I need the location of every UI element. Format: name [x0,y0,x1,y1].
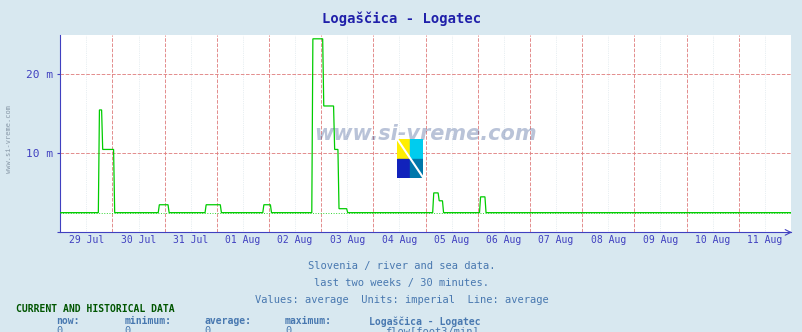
Bar [397,139,410,158]
Bar [397,158,410,178]
Text: Values: average  Units: imperial  Line: average: Values: average Units: imperial Line: av… [254,295,548,305]
Text: CURRENT AND HISTORICAL DATA: CURRENT AND HISTORICAL DATA [16,304,175,314]
Text: flow[foot3/min]: flow[foot3/min] [385,326,479,332]
Text: average:: average: [205,316,252,326]
Text: Slovenia / river and sea data.: Slovenia / river and sea data. [307,261,495,271]
Text: 0: 0 [124,326,131,332]
Text: www.si-vreme.com: www.si-vreme.com [314,124,537,144]
Text: Logaščica - Logatec: Logaščica - Logatec [369,316,480,327]
Bar [410,139,423,158]
Text: now:: now: [56,316,79,326]
Text: minimum:: minimum: [124,316,172,326]
Text: www.si-vreme.com: www.si-vreme.com [6,106,12,173]
Text: last two weeks / 30 minutes.: last two weeks / 30 minutes. [314,278,488,288]
Bar [410,158,423,178]
Text: 0: 0 [205,326,211,332]
Text: 0: 0 [285,326,291,332]
Text: Logaščica - Logatec: Logaščica - Logatec [322,12,480,26]
Text: maximum:: maximum: [285,316,332,326]
Text: 0: 0 [56,326,63,332]
